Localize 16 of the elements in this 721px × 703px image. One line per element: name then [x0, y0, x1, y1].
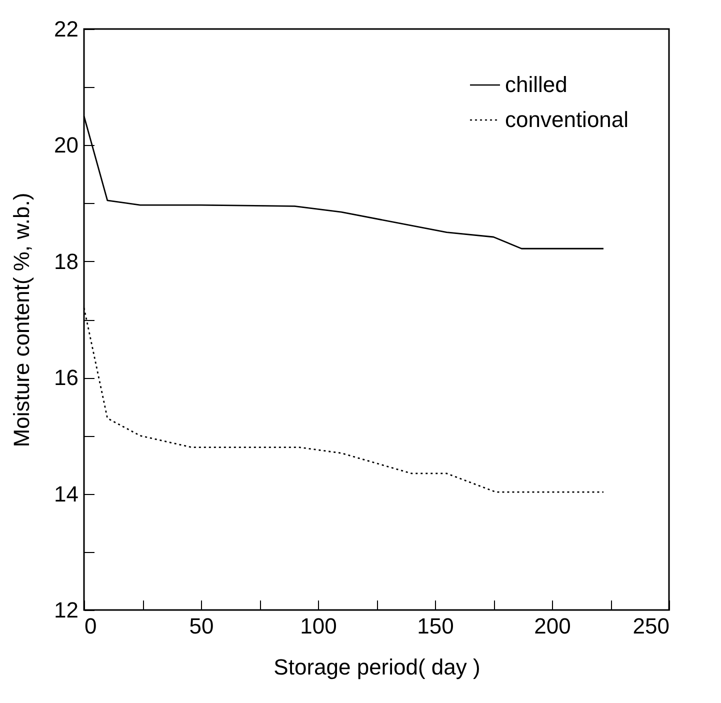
x-tick-label: 50	[189, 614, 214, 638]
y-tick-label: 14	[54, 481, 78, 506]
x-tick-label: 200	[534, 614, 571, 638]
x-tick-label: 250	[632, 614, 670, 638]
y-tick-label: 16	[54, 365, 78, 390]
x-tick-label: 150	[417, 614, 454, 638]
legend-label: chilled	[505, 72, 568, 97]
y-tick-label: 20	[54, 132, 78, 158]
y-tick-label: 12	[54, 598, 78, 622]
y-tick-label: 22	[54, 16, 78, 42]
y-axis-title: Moisture content( %, w.b.)	[9, 192, 34, 448]
x-axis-title: Storage period( day )	[274, 654, 480, 680]
x-tick-label: 100	[300, 614, 337, 638]
y-tick-label: 18	[54, 248, 78, 274]
legend-label: conventional	[505, 107, 629, 132]
x-tick-label: 0	[84, 614, 97, 638]
